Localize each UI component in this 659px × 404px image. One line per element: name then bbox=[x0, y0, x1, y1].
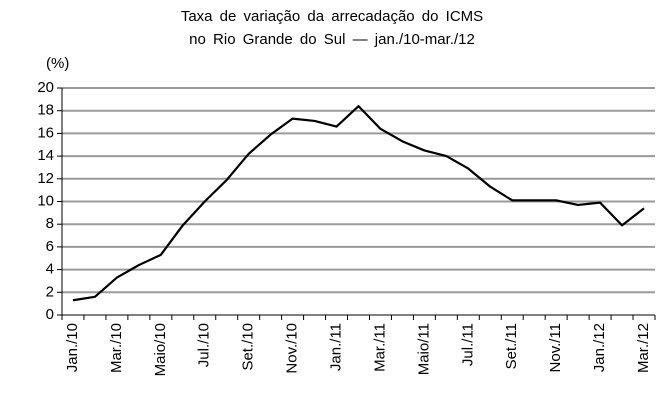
y-tick-label: 2 bbox=[46, 283, 54, 300]
y-tick-label: 18 bbox=[37, 102, 54, 119]
x-tick-label: Mar./10 bbox=[108, 323, 125, 373]
y-tick-label: 4 bbox=[46, 261, 54, 278]
y-tick-label: 10 bbox=[37, 192, 54, 209]
x-tick-label: Mar./11 bbox=[371, 323, 388, 372]
y-axis-label: (%) bbox=[46, 55, 69, 72]
x-tick-label: Maio/10 bbox=[152, 323, 169, 376]
x-tick-label: Jan./10 bbox=[64, 323, 81, 372]
x-tick-label: Maio/11 bbox=[415, 323, 432, 375]
x-tick-label: Jan./12 bbox=[591, 323, 608, 372]
x-tick-label: Jan./11 bbox=[328, 323, 345, 371]
x-tick-label: Nov./10 bbox=[284, 323, 301, 374]
x-tick-label: Set./11 bbox=[503, 323, 520, 369]
x-tick-label: Nov./11 bbox=[547, 323, 564, 372]
y-tick-label: 0 bbox=[46, 306, 54, 323]
chart-subtitle: no Rio Grande do Sul — jan./10-mar./12 bbox=[189, 31, 475, 48]
y-tick-label: 6 bbox=[46, 238, 54, 255]
y-tick-label: 12 bbox=[37, 170, 54, 187]
x-tick-label: Jul./10 bbox=[196, 323, 213, 367]
y-tick-label: 16 bbox=[37, 124, 54, 141]
x-tick-label: Mar./12 bbox=[635, 323, 652, 373]
y-tick-label: 8 bbox=[46, 215, 54, 232]
x-tick-label: Set./10 bbox=[240, 323, 257, 371]
y-tick-label: 14 bbox=[37, 147, 54, 164]
x-tick-label: Jul./11 bbox=[459, 323, 476, 366]
y-tick-label: 20 bbox=[37, 79, 54, 96]
chart-title: Taxa de variação da arrecadação do ICMS bbox=[181, 8, 483, 25]
data-line bbox=[72, 105, 645, 302]
